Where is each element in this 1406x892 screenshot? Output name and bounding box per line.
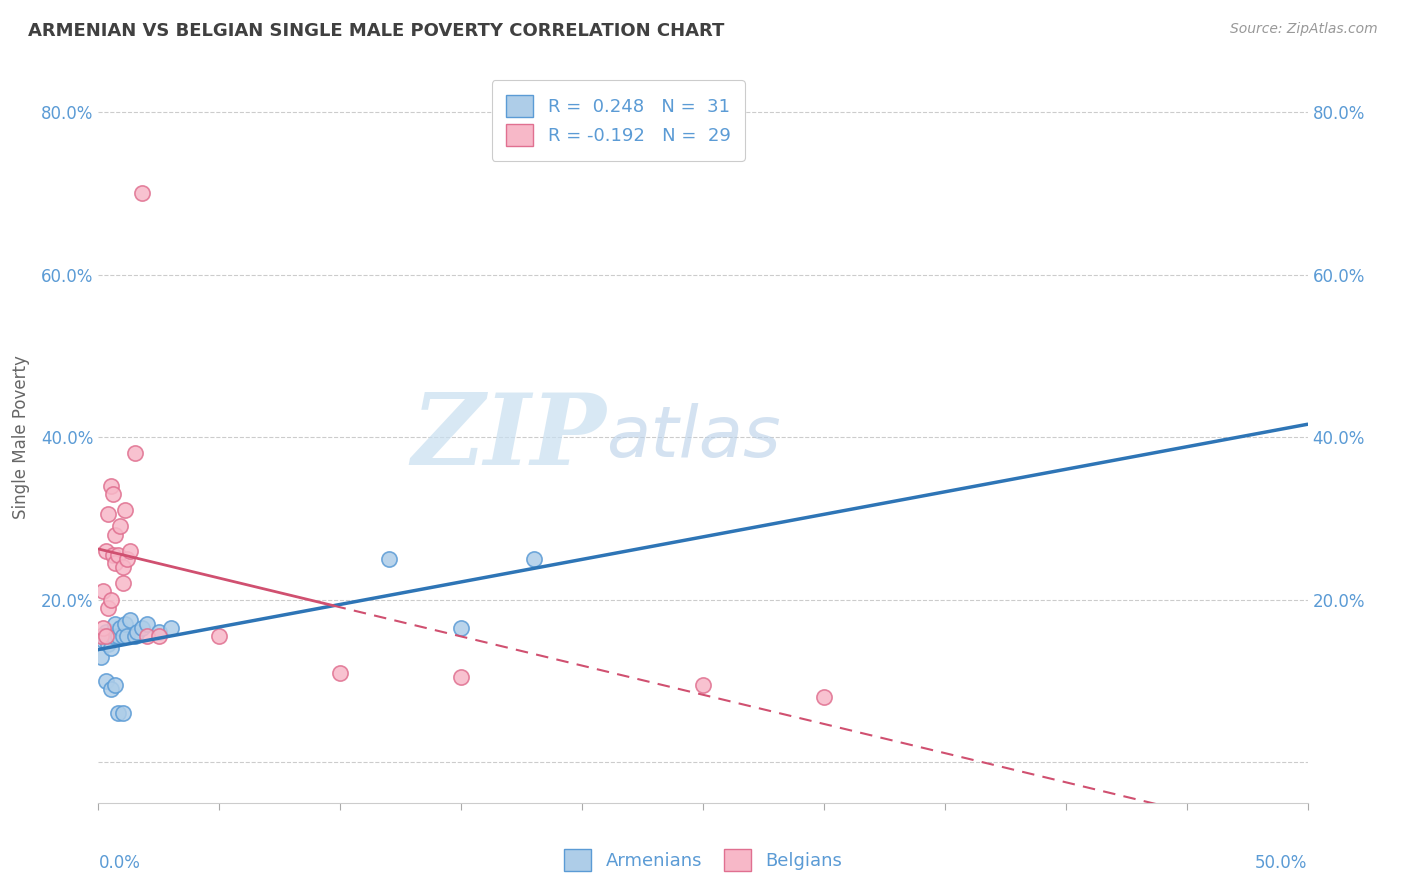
Point	[97, 508, 120, 522]
Y-axis label: Single Male Poverty: Single Male Poverty	[11, 355, 30, 519]
Point	[108, 621, 131, 635]
Text: ARMENIAN VS BELGIAN SINGLE MALE POVERTY CORRELATION CHART: ARMENIAN VS BELGIAN SINGLE MALE POVERTY …	[28, 22, 724, 40]
Point	[100, 592, 122, 607]
Point	[131, 621, 153, 635]
Point	[91, 621, 114, 635]
Point	[450, 621, 472, 635]
Point	[91, 629, 114, 643]
Point	[124, 629, 146, 643]
Point	[124, 446, 146, 460]
Text: Source: ZipAtlas.com: Source: ZipAtlas.com	[1230, 22, 1378, 37]
Point	[127, 625, 149, 640]
Point	[107, 706, 129, 721]
Point	[148, 629, 170, 643]
Text: ZIP: ZIP	[412, 389, 606, 485]
Legend: Armenians, Belgians: Armenians, Belgians	[557, 842, 849, 879]
Point	[94, 625, 117, 640]
Point	[94, 544, 117, 558]
Point	[117, 629, 139, 643]
Point	[111, 560, 134, 574]
Point	[94, 629, 117, 643]
Point	[118, 613, 141, 627]
Point	[377, 552, 399, 566]
Point	[104, 678, 127, 692]
Point	[90, 649, 112, 664]
Point	[329, 665, 352, 680]
Point	[135, 629, 157, 643]
Point	[97, 600, 120, 615]
Point	[100, 681, 122, 696]
Point	[101, 487, 124, 501]
Point	[131, 186, 153, 201]
Text: 50.0%: 50.0%	[1256, 854, 1308, 872]
Point	[813, 690, 835, 705]
Point	[107, 629, 129, 643]
Point	[91, 633, 114, 648]
Point	[90, 629, 112, 643]
Point	[523, 552, 546, 566]
Point	[135, 617, 157, 632]
Point	[104, 527, 127, 541]
Point	[108, 519, 131, 533]
Point	[450, 670, 472, 684]
Point	[111, 576, 134, 591]
Point	[114, 503, 136, 517]
Point	[97, 637, 120, 651]
Text: atlas: atlas	[606, 402, 780, 472]
Point	[104, 617, 127, 632]
Point	[100, 479, 122, 493]
Point	[111, 706, 134, 721]
Point	[107, 548, 129, 562]
Point	[91, 584, 114, 599]
Point	[118, 544, 141, 558]
Point	[114, 617, 136, 632]
Point	[101, 625, 124, 640]
Point	[101, 548, 124, 562]
Point	[692, 678, 714, 692]
Text: 0.0%: 0.0%	[98, 854, 141, 872]
Point	[148, 625, 170, 640]
Point	[117, 552, 139, 566]
Point	[160, 621, 183, 635]
Point	[100, 641, 122, 656]
Point	[104, 556, 127, 570]
Legend: R =  0.248   N =  31, R = -0.192   N =  29: R = 0.248 N = 31, R = -0.192 N = 29	[492, 80, 745, 161]
Point	[94, 673, 117, 688]
Point	[97, 629, 120, 643]
Point	[208, 629, 231, 643]
Point	[111, 629, 134, 643]
Point	[100, 629, 122, 643]
Point	[101, 629, 124, 643]
